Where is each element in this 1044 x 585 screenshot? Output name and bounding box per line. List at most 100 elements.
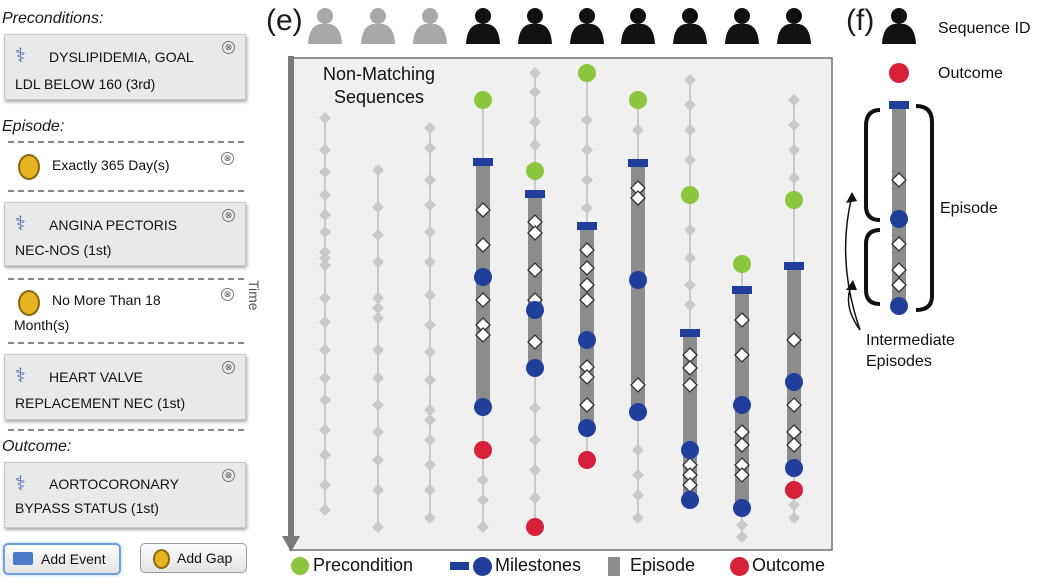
- add-event-button[interactable]: Add Event: [3, 543, 121, 575]
- person-head: [475, 8, 491, 24]
- remove-icon[interactable]: ⊗: [221, 152, 234, 165]
- legend-outcome-label: Outcome: [752, 555, 826, 575]
- legend-episode-swatch: [608, 557, 620, 576]
- divider: [8, 190, 244, 192]
- key-event-diamond: [891, 236, 907, 252]
- stethoscope-icon: ⚕: [15, 365, 26, 387]
- event-diamond: [372, 372, 384, 384]
- person-head: [682, 8, 698, 24]
- person-icon: [361, 8, 395, 44]
- card-label: LDL BELOW 160 (3rd): [15, 76, 156, 92]
- person-head: [370, 8, 386, 24]
- remove-icon[interactable]: ⊗: [222, 469, 235, 482]
- person-icon: [725, 8, 759, 44]
- key-bracket-left-bottom: [864, 228, 881, 306]
- event-diamond: [319, 209, 331, 221]
- person-body: [466, 24, 500, 44]
- event-diamond: [788, 144, 800, 156]
- event-diamond: [632, 444, 644, 456]
- event-diamond: [734, 347, 750, 363]
- milestone-dot: [629, 271, 647, 289]
- remove-icon[interactable]: ⊗: [222, 361, 235, 374]
- event-diamond: [786, 332, 802, 348]
- remove-icon[interactable]: ⊗: [222, 209, 235, 222]
- event-diamond: [736, 519, 748, 531]
- event-diamond: [372, 454, 384, 466]
- clock-icon: [153, 549, 170, 569]
- event-diamond: [529, 464, 541, 476]
- event-diamond: [424, 374, 436, 386]
- add-gap-button[interactable]: Add Gap: [140, 543, 247, 573]
- milestone-dot: [733, 499, 751, 517]
- event-diamond: [424, 404, 436, 416]
- event-diamond: [579, 260, 595, 276]
- event-diamond: [424, 174, 436, 186]
- key-person-icon: [882, 8, 916, 44]
- key-arrow-head-top: [846, 192, 857, 203]
- event-diamond: [319, 394, 331, 406]
- stethoscope-icon: ⚕: [15, 473, 26, 495]
- event-diamond: [682, 377, 698, 393]
- event-diamond: [527, 334, 543, 350]
- precondition-card-dyslipidemia[interactable]: ⚕ DYSLIPIDEMIA, GOAL LDL BELOW 160 (3rd)…: [4, 34, 246, 100]
- remove-icon[interactable]: ⊗: [222, 41, 235, 54]
- clock-icon: [18, 154, 40, 180]
- outcome-heading: Outcome:: [2, 438, 72, 455]
- event-diamond: [632, 512, 644, 524]
- event-diamond: [529, 139, 541, 151]
- card-label: Exactly 365 Day(s): [52, 157, 170, 173]
- key-event-diamond: [891, 262, 907, 278]
- event-diamond: [475, 327, 491, 343]
- outcome-card-aortocoronary[interactable]: ⚕ AORTOCORONARY BYPASS STATUS (1st) ⊗: [4, 462, 246, 528]
- person-body: [518, 24, 552, 44]
- event-diamond: [579, 369, 595, 385]
- event-diamond: [527, 262, 543, 278]
- time-arrow-head: [282, 536, 300, 552]
- precondition-dot: [681, 186, 699, 204]
- gap-card-exactly[interactable]: Exactly 365 Day(s) ⊗: [4, 146, 244, 186]
- event-diamond: [424, 256, 436, 268]
- event-diamond: [372, 302, 384, 314]
- card-label: DYSLIPIDEMIA, GOAL: [49, 49, 194, 65]
- gap-card-no-more-than[interactable]: No More Than 18 Month(s) ⊗: [4, 282, 244, 340]
- episode-bar: [528, 194, 542, 368]
- remove-icon[interactable]: ⊗: [221, 288, 234, 301]
- milestone-dot: [526, 359, 544, 377]
- episode-bar: [787, 266, 801, 468]
- event-diamond: [372, 521, 384, 533]
- person-body: [777, 24, 811, 44]
- time-axis-label: Time: [246, 280, 262, 311]
- card-label: Month(s): [14, 317, 70, 333]
- event-diamond: [319, 479, 331, 491]
- precondition-dot: [526, 162, 544, 180]
- person-icon: [518, 8, 552, 44]
- preconditions-heading: Preconditions:: [2, 10, 104, 27]
- card-label: ANGINA PECTORIS: [49, 217, 178, 233]
- milestone-card-angina[interactable]: ⚕ ANGINA PECTORIS NEC-NOS (1st) ⊗: [4, 202, 246, 266]
- event-diamond: [319, 292, 331, 304]
- event-diamond: [684, 154, 696, 166]
- event-diamond: [319, 189, 331, 201]
- milestone-card-heart-valve[interactable]: ⚕ HEART VALVE REPLACEMENT NEC (1st) ⊗: [4, 354, 246, 420]
- plot-area: [289, 57, 833, 551]
- event-diamond: [579, 277, 595, 293]
- event-diamond: [529, 86, 541, 98]
- event-diamond: [630, 190, 646, 206]
- event-diamond: [372, 426, 384, 438]
- key-milestone-dot: [890, 297, 908, 315]
- event-diamond: [424, 319, 436, 331]
- key-bracket-right: [915, 104, 934, 312]
- event-diamond: [529, 492, 541, 504]
- event-diamond: [581, 202, 593, 214]
- person-body: [882, 24, 916, 44]
- event-diamond: [424, 434, 436, 446]
- event-diamond: [734, 312, 750, 328]
- divider: [8, 342, 244, 344]
- card-label: BYPASS STATUS (1st): [15, 500, 159, 516]
- key-bracket-left-top: [864, 108, 881, 222]
- event-diamond: [581, 114, 593, 126]
- event-diamond: [319, 144, 331, 156]
- event-diamond: [319, 166, 331, 178]
- event-diamond: [684, 224, 696, 236]
